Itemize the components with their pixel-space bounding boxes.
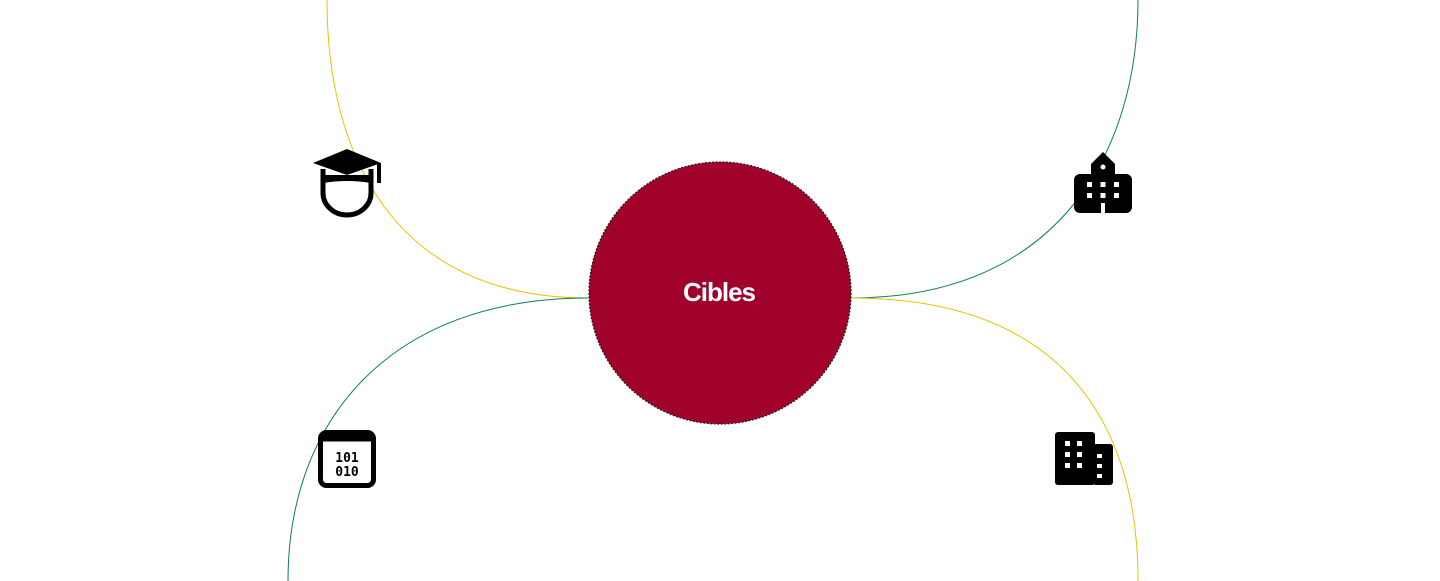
connector-top-left xyxy=(326,0,589,299)
graduate-student-icon xyxy=(313,149,381,218)
center-node[interactable]: Cibles xyxy=(588,161,852,425)
school-building-icon xyxy=(1074,152,1132,213)
office-building-icon xyxy=(1055,432,1113,485)
connector-top-right xyxy=(850,0,1139,299)
center-circle[interactable] xyxy=(588,161,852,425)
binary-code-icon: 101 010 xyxy=(318,430,376,488)
center-label: Cibles xyxy=(683,277,756,307)
svg-text:010: 010 xyxy=(335,465,359,480)
svg-text:101: 101 xyxy=(335,451,359,466)
connector-bottom-left xyxy=(287,297,589,581)
connector-bottom-right xyxy=(850,297,1139,581)
